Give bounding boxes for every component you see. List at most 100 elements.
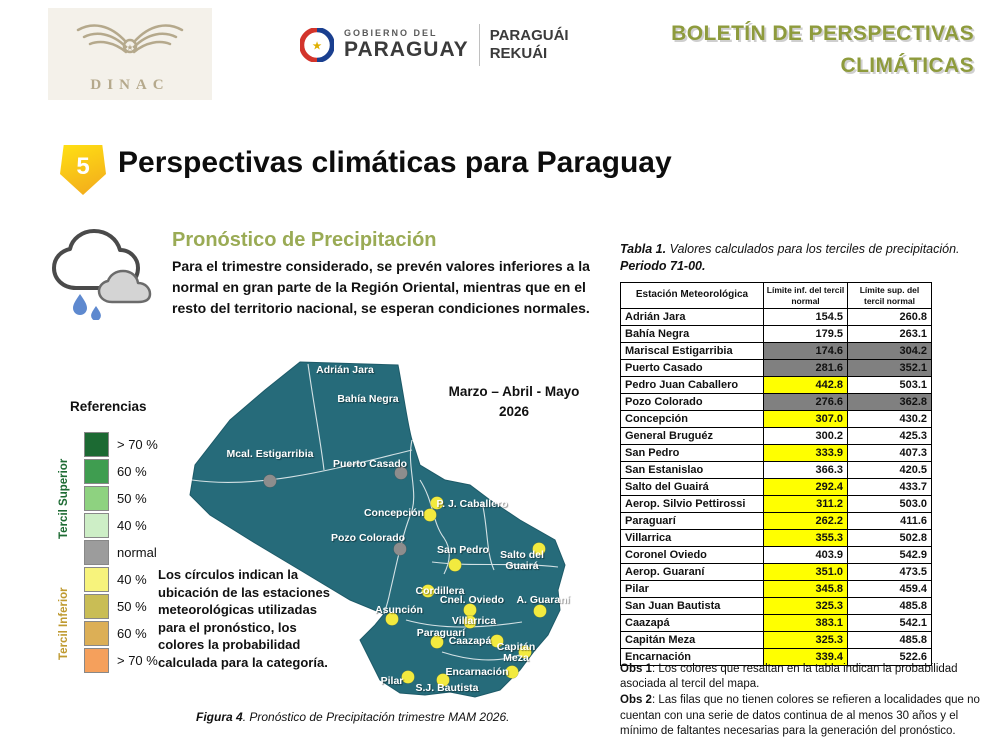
legend-item-label: 60 % (117, 626, 147, 641)
table-row: Encarnación 339.4 522.6 (620, 648, 932, 667)
limit-sup-cell: 542.1 (847, 614, 932, 633)
station-label: Cordillera (415, 585, 464, 597)
station-name-cell: Concepción (620, 410, 764, 429)
legend-color-swatch (84, 648, 109, 673)
department-borders (191, 363, 559, 661)
station-dot-yellow (401, 670, 415, 684)
station-label: Villarrica (452, 615, 496, 627)
table-header: Estación Meteorológica Límite inf. del t… (620, 281, 932, 310)
table-row: Caazapá 383.1 542.1 (620, 614, 932, 633)
legend: Tercil Superior Tercil Inferior > 70 % 60… (56, 432, 186, 675)
legend-color-swatch (84, 621, 109, 646)
observation-text: : Las filas que no tienen colores se ref… (620, 694, 980, 737)
gov-divider (478, 24, 480, 66)
paraguay-emblem-icon: ★ (300, 28, 334, 62)
limit-inf-cell: 339.4 (763, 648, 848, 667)
limit-inf-cell: 345.8 (763, 580, 848, 599)
table-title-rest: Valores calculados para los terciles de … (666, 242, 960, 256)
station-name-cell: Caazapá (620, 614, 764, 633)
legend-color-swatch (84, 486, 109, 511)
limit-inf-cell: 311.2 (763, 495, 848, 514)
svg-text:★: ★ (312, 41, 322, 53)
government-logo: ★ GOBIERNO DEL PARAGUAY PARAGUÁI REKUÁI (300, 24, 569, 66)
precip-forecast-heading: Pronóstico de Precipitación (172, 229, 437, 251)
station-dot-yellow (423, 508, 437, 522)
station-label: P. J. Caballero (436, 498, 507, 510)
station-label: Capitán Meza (497, 641, 536, 664)
table-row: Pilar 345.8 459.4 (620, 580, 932, 599)
table-row: Villarrica 355.3 502.8 (620, 529, 932, 548)
station-dot-yellow (436, 673, 450, 687)
limit-inf-cell: 179.5 (763, 325, 848, 344)
col-header-station: Estación Meteorológica (620, 281, 764, 310)
table-row: Adrián Jara 154.5 260.8 (620, 308, 932, 327)
station-name-cell: Mariscal Estigarribia (620, 342, 764, 361)
legend-item: 40 % (84, 567, 186, 592)
legend-color-swatch (84, 432, 109, 457)
tercil-superior-label: Tercil Superior (58, 458, 70, 539)
figure-caption-text: . Pronóstico de Precipitación trimestre … (242, 710, 510, 724)
limit-inf-cell: 355.3 (763, 529, 848, 548)
station-label: Bahía Negra (337, 393, 398, 405)
station-name-cell: Salto del Guairá (620, 478, 764, 497)
table-row: San Juan Bautista 325.3 485.8 (620, 597, 932, 616)
limit-inf-cell: 281.6 (763, 359, 848, 378)
legend-item-label: 40 % (117, 518, 147, 533)
table-title: Tabla 1. Valores calculados para los ter… (620, 241, 988, 275)
station-dot-yellow (421, 584, 435, 598)
station-name-cell: San Pedro (620, 444, 764, 463)
col-header-limit-inf: Límite inf. del tercil normal (763, 281, 848, 310)
observation-label: Obs 2 (620, 694, 652, 707)
station-label: S.J. Bautista (415, 682, 478, 694)
station-label: Caazapá (449, 635, 492, 647)
station-label: A. Guaraní (516, 594, 570, 606)
legend-color-swatch (84, 459, 109, 484)
paraguay-map: Adrián Jara Bahía Negra Mcal. Estigarribia… (189, 361, 571, 698)
terciles-table: Estación Meteorológica Límite inf. del t… (620, 281, 932, 667)
limit-sup-cell: 352.1 (847, 359, 932, 378)
station-dot-yellow (463, 615, 477, 629)
legend-item: > 70 % (84, 432, 186, 457)
table-row: San Pedro 333.9 407.3 (620, 444, 932, 463)
limit-inf-cell: 403.9 (763, 546, 848, 565)
limit-inf-cell: 174.6 (763, 342, 848, 361)
gov-wordmark: GOBIERNO DEL PARAGUAY (344, 28, 469, 60)
svg-text:★: ★ (126, 43, 133, 52)
station-dot-yellow (430, 496, 444, 510)
limit-inf-cell: 325.3 (763, 631, 848, 650)
gov-guarani-wordmark: PARAGUÁI REKUÁI (490, 27, 569, 63)
legend-color-swatch (84, 513, 109, 538)
station-dot-gray (393, 542, 407, 556)
limit-inf-cell: 442.8 (763, 376, 848, 395)
limit-sup-cell: 503.0 (847, 495, 932, 514)
station-name-cell: Coronel Oviedo (620, 546, 764, 565)
table-row: Aerop. Guaraní 351.0 473.5 (620, 563, 932, 582)
legend-item: normal (84, 540, 186, 565)
limit-inf-cell: 300.2 (763, 427, 848, 446)
table-title-period: Periodo 71-00. (620, 258, 706, 273)
legend-item-label: > 70 % (117, 653, 158, 668)
limit-sup-cell: 485.8 (847, 597, 932, 616)
legend-item: 40 % (84, 513, 186, 538)
table-title-bold: Tabla 1. (620, 242, 667, 256)
station-label: Adrián Jara (316, 364, 374, 376)
tercil-inferior-label: Tercil Inferior (58, 587, 70, 660)
legend-item-label: normal (117, 545, 157, 560)
section-number-badge: 5 (60, 145, 106, 195)
station-name-cell: Puerto Casado (620, 359, 764, 378)
station-dot-gray (263, 474, 277, 488)
legend-items: > 70 % 60 % 50 % 40 % normal 40 % 50 % 60 % > 70… (84, 432, 186, 673)
rain-cloud-icon (52, 229, 152, 320)
station-name-cell: Aerop. Guaraní (620, 563, 764, 582)
station-label: Pozo Colorado (331, 532, 405, 544)
limit-sup-cell: 459.4 (847, 580, 932, 599)
table-row: San Estanislao 366.3 420.5 (620, 461, 932, 480)
station-label: Pilar (381, 675, 404, 687)
gov-small-text: GOBIERNO DEL (344, 28, 438, 39)
legend-item-label: 40 % (117, 572, 147, 587)
limit-sup-cell: 485.8 (847, 631, 932, 650)
station-label: Puerto Casado (333, 458, 407, 470)
limit-sup-cell: 522.6 (847, 648, 932, 667)
station-label: Mcal. Estigarribia (227, 448, 314, 460)
